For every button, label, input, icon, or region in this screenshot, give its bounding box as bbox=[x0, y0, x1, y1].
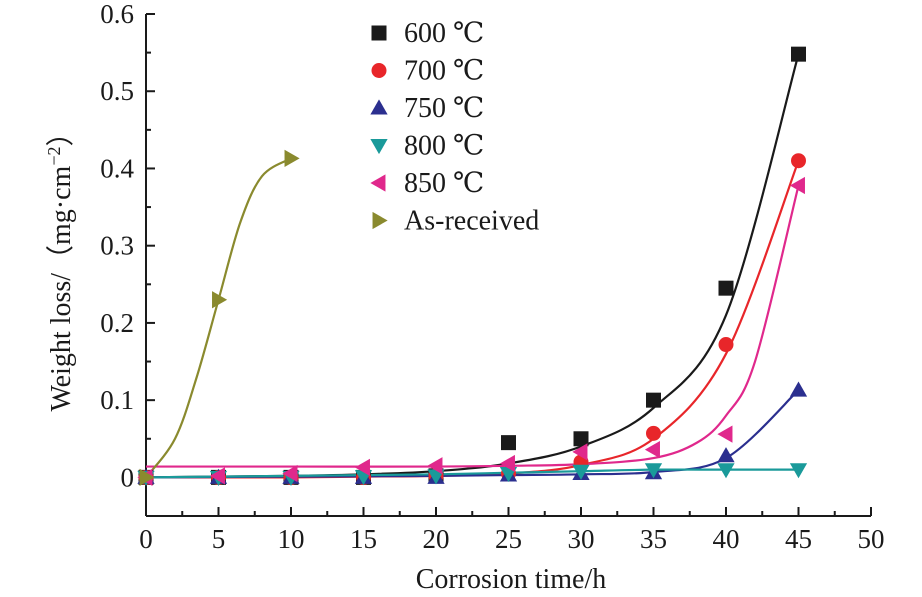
marker-600 bbox=[573, 431, 589, 447]
marker-850 bbox=[644, 440, 660, 459]
x-tick-label: 5 bbox=[212, 524, 226, 554]
fit-curve-800 bbox=[145, 468, 799, 479]
marker-800 bbox=[572, 464, 590, 480]
fit-curve-750 bbox=[145, 389, 800, 479]
legend-label-800: 800 ℃ bbox=[404, 131, 484, 162]
y-tick-label: 0.5 bbox=[100, 76, 134, 106]
y-tick-label: 0.3 bbox=[100, 231, 134, 261]
legend-marker-750 bbox=[370, 99, 388, 115]
legend-marker-600 bbox=[371, 25, 387, 41]
marker-850 bbox=[427, 457, 443, 475]
marker-700 bbox=[718, 337, 734, 353]
marker-850 bbox=[717, 425, 733, 443]
x-tick-label: 35 bbox=[640, 524, 667, 554]
marker-700 bbox=[791, 153, 806, 169]
marker-as-received bbox=[284, 149, 300, 168]
y-axis-label-superscript: −2 bbox=[44, 147, 64, 166]
y-axis-label-main: Weight loss/（mg·cm bbox=[45, 165, 77, 411]
legend: 600 ℃ 700 ℃ 750 ℃ 800 ℃ 850 ℃ As-received bbox=[370, 18, 539, 237]
y-tick-label: 0.6 bbox=[100, 0, 134, 29]
marker-850 bbox=[209, 467, 225, 485]
marker-850 bbox=[499, 454, 515, 473]
x-tick-label: 15 bbox=[350, 524, 377, 554]
legend-label-700: 700 ℃ bbox=[404, 56, 484, 87]
marker-850 bbox=[354, 458, 370, 476]
marker-as-received bbox=[139, 468, 155, 487]
marker-750 bbox=[789, 381, 808, 397]
x-tick-label: 45 bbox=[785, 524, 812, 554]
y-tick-label: 0 bbox=[121, 462, 135, 492]
x-tick-label: 20 bbox=[423, 524, 450, 554]
y-tick-label: 0.4 bbox=[100, 153, 134, 183]
svg-text:Weight loss/（mg·cm−2）: Weight loss/（mg·cm−2） bbox=[44, 118, 77, 411]
marker-850 bbox=[572, 443, 588, 461]
x-tick-label: 30 bbox=[568, 524, 595, 554]
y-tick-label: 0.2 bbox=[100, 308, 134, 338]
marker-850 bbox=[282, 464, 298, 483]
marker-750 bbox=[717, 447, 735, 463]
x-tick-label: 25 bbox=[495, 524, 522, 554]
axes: 0 5 10 15 20 25 30 35 40 45 50 0 0.1 0.2 0.3 0.4 0.5 0.6 bbox=[100, 0, 884, 554]
marker-as-received bbox=[212, 291, 228, 309]
legend-marker-800 bbox=[370, 139, 388, 155]
x-tick-label: 0 bbox=[139, 524, 153, 554]
marker-800 bbox=[717, 463, 735, 479]
y-axis-label-close: ） bbox=[45, 118, 77, 146]
marker-600 bbox=[791, 46, 806, 62]
legend-label-as-received: As-received bbox=[404, 206, 539, 237]
legend-marker-850 bbox=[370, 174, 386, 192]
fit-curve-850 bbox=[145, 185, 800, 468]
marker-800 bbox=[789, 463, 808, 479]
marker-600 bbox=[646, 392, 661, 408]
x-axis-label: Corrosion time/h bbox=[416, 564, 607, 595]
y-axis-label: Weight loss/（mg·cm−2） bbox=[44, 118, 77, 411]
fit-curve-as-received bbox=[145, 157, 292, 479]
x-tick-label: 40 bbox=[713, 524, 740, 554]
legend-label-750: 750 ℃ bbox=[404, 93, 484, 124]
legend-label-600: 600 ℃ bbox=[404, 18, 484, 49]
x-tick-label: 10 bbox=[278, 524, 305, 554]
marker-850 bbox=[789, 176, 805, 195]
legend-label-850: 850 ℃ bbox=[404, 168, 484, 199]
marker-800 bbox=[644, 463, 663, 479]
legend-marker-700 bbox=[371, 63, 387, 78]
y-tick-label: 0.1 bbox=[100, 385, 134, 415]
legend-marker-as-received bbox=[372, 211, 388, 230]
x-tick-label: 50 bbox=[858, 524, 885, 554]
marker-700 bbox=[646, 425, 661, 441]
marker-600 bbox=[501, 435, 516, 451]
data-markers bbox=[137, 46, 808, 487]
marker-600 bbox=[718, 280, 734, 296]
